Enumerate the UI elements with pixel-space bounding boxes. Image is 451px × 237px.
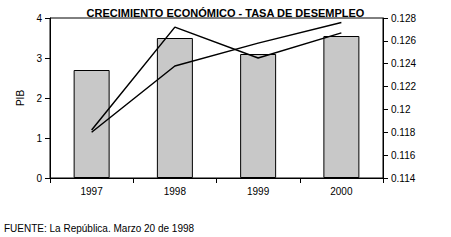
svg-text:0.116: 0.116 xyxy=(391,150,416,161)
svg-text:0.12: 0.12 xyxy=(391,104,411,115)
svg-text:0.124: 0.124 xyxy=(391,58,416,69)
svg-text:0.128: 0.128 xyxy=(391,13,416,24)
svg-text:0.118: 0.118 xyxy=(391,127,416,138)
svg-text:0.122: 0.122 xyxy=(391,81,416,92)
svg-text:1997: 1997 xyxy=(81,186,104,197)
svg-text:1999: 1999 xyxy=(247,186,270,197)
svg-text:2: 2 xyxy=(36,93,42,104)
svg-text:3: 3 xyxy=(36,53,42,64)
svg-text:0: 0 xyxy=(36,173,42,184)
svg-text:4: 4 xyxy=(36,13,42,24)
svg-text:0.114: 0.114 xyxy=(391,173,416,184)
svg-text:1998: 1998 xyxy=(164,186,187,197)
svg-text:0.126: 0.126 xyxy=(391,35,416,46)
svg-text:CRECIMIENTO ECONÓMICO - TASA D: CRECIMIENTO ECONÓMICO - TASA DE DESEMPLE… xyxy=(87,7,365,19)
svg-text:2000: 2000 xyxy=(330,186,353,197)
svg-text:FUENTE: La República. Marzo 20: FUENTE: La República. Marzo 20 de 1998 xyxy=(4,223,195,234)
svg-text:1: 1 xyxy=(36,133,42,144)
svg-text:PIB: PIB xyxy=(15,90,26,106)
